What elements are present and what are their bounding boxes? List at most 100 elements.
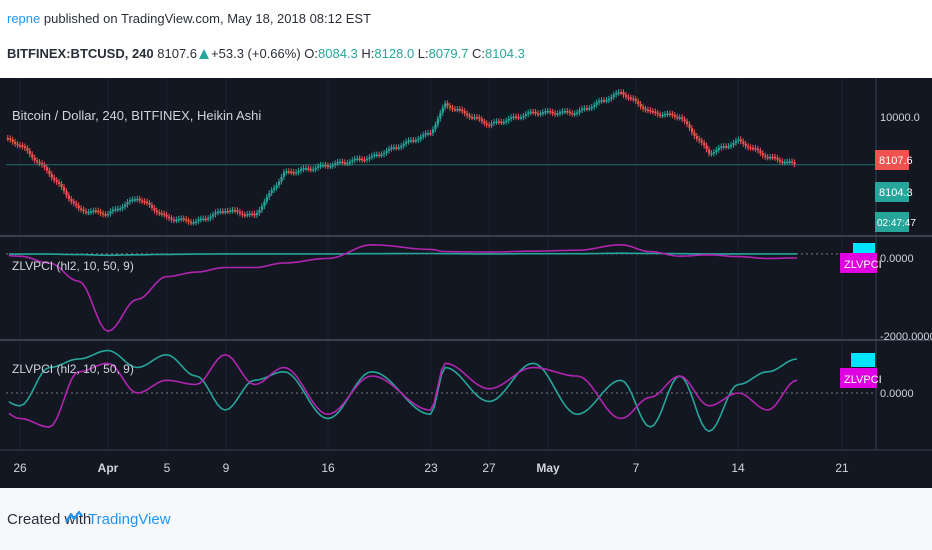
close-price-tag-text: 8104.3	[879, 187, 913, 199]
candle	[375, 154, 378, 157]
candle	[341, 161, 344, 164]
candle	[231, 209, 234, 212]
candle	[6, 137, 9, 140]
candle	[468, 115, 471, 118]
candle	[285, 171, 288, 173]
candle	[160, 213, 163, 215]
candle	[197, 219, 200, 222]
tradingview-logo-icon[interactable]	[64, 508, 84, 528]
candle	[207, 218, 210, 220]
chart-area[interactable]: Bitcoin / Dollar, 240, BITFINEX, Heikin …	[0, 78, 932, 488]
indicator-1-y-tick-0: 0.0000	[880, 253, 914, 265]
candle	[390, 147, 393, 150]
candle	[290, 171, 293, 173]
candle	[302, 168, 305, 170]
candle	[256, 212, 259, 216]
candle	[505, 120, 508, 123]
candle	[361, 158, 364, 161]
indicator-series-magenta	[8, 353, 798, 428]
candle	[439, 112, 442, 119]
price-pane[interactable]	[6, 89, 876, 226]
candle	[219, 211, 222, 213]
candle	[791, 161, 794, 163]
candle	[114, 208, 117, 211]
candle	[612, 94, 615, 98]
indicator-2-teal-tag	[851, 353, 875, 367]
candle	[444, 103, 447, 108]
candle	[287, 171, 290, 173]
candle	[238, 211, 242, 214]
candle	[282, 172, 286, 177]
candle	[605, 100, 608, 102]
candle	[385, 150, 388, 153]
candle	[632, 98, 635, 100]
candle	[241, 213, 244, 215]
candle	[651, 111, 655, 113]
candle	[106, 213, 110, 216]
candle	[155, 210, 159, 213]
candle	[170, 218, 173, 220]
candle	[277, 181, 281, 186]
candle	[485, 123, 488, 125]
candle	[292, 172, 295, 174]
x-tick-7: 7	[633, 461, 640, 475]
chart-background	[0, 78, 932, 488]
candle	[539, 113, 542, 115]
candle	[234, 209, 237, 212]
candle	[712, 151, 716, 154]
x-tick-9: 9	[223, 461, 230, 475]
candle	[708, 149, 711, 154]
candle	[253, 213, 256, 216]
candle	[427, 132, 430, 135]
candle	[449, 105, 452, 108]
indicator-2-legend-tag	[840, 368, 877, 388]
candle	[519, 117, 523, 119]
open-value: 8084.3	[318, 46, 358, 61]
symbol[interactable]: BITFINEX:BTCUSD, 240	[7, 46, 154, 61]
candle	[199, 218, 203, 221]
candle	[251, 213, 254, 216]
candle	[392, 147, 396, 149]
candle	[754, 147, 757, 150]
candle	[639, 103, 642, 107]
candle	[131, 199, 134, 201]
indicator-pane-2[interactable]	[6, 349, 876, 433]
candle	[275, 185, 278, 188]
tradingview-brand[interactable]: TradingView	[88, 511, 171, 528]
candle	[94, 210, 97, 213]
candle	[458, 109, 461, 111]
indicator-series-magenta	[8, 243, 797, 333]
candle	[773, 156, 777, 159]
candle	[67, 195, 71, 199]
candle	[527, 112, 530, 115]
open-label: O:	[304, 46, 319, 61]
candle	[185, 219, 188, 221]
indicator-pane-1[interactable]	[6, 243, 876, 333]
candle	[312, 169, 315, 171]
x-tick-5: 5	[164, 461, 171, 475]
author-link[interactable]: repne	[7, 11, 41, 26]
candle	[55, 180, 58, 182]
candle	[116, 208, 119, 211]
candle	[409, 140, 413, 142]
candle	[343, 162, 347, 164]
candle	[624, 94, 628, 97]
candle	[497, 121, 501, 123]
candle	[558, 112, 562, 114]
candle	[681, 117, 684, 120]
candle	[588, 108, 591, 110]
candle	[637, 101, 640, 104]
candle	[549, 111, 552, 113]
candle	[466, 113, 469, 116]
candle	[309, 168, 312, 171]
candle	[759, 150, 762, 154]
candle	[673, 115, 677, 117]
candle	[617, 92, 620, 94]
candle	[646, 109, 650, 112]
candle	[31, 154, 34, 158]
candle	[260, 206, 264, 211]
candle	[695, 136, 699, 139]
candle	[668, 113, 672, 115]
candle	[84, 211, 88, 213]
candle	[16, 143, 19, 146]
